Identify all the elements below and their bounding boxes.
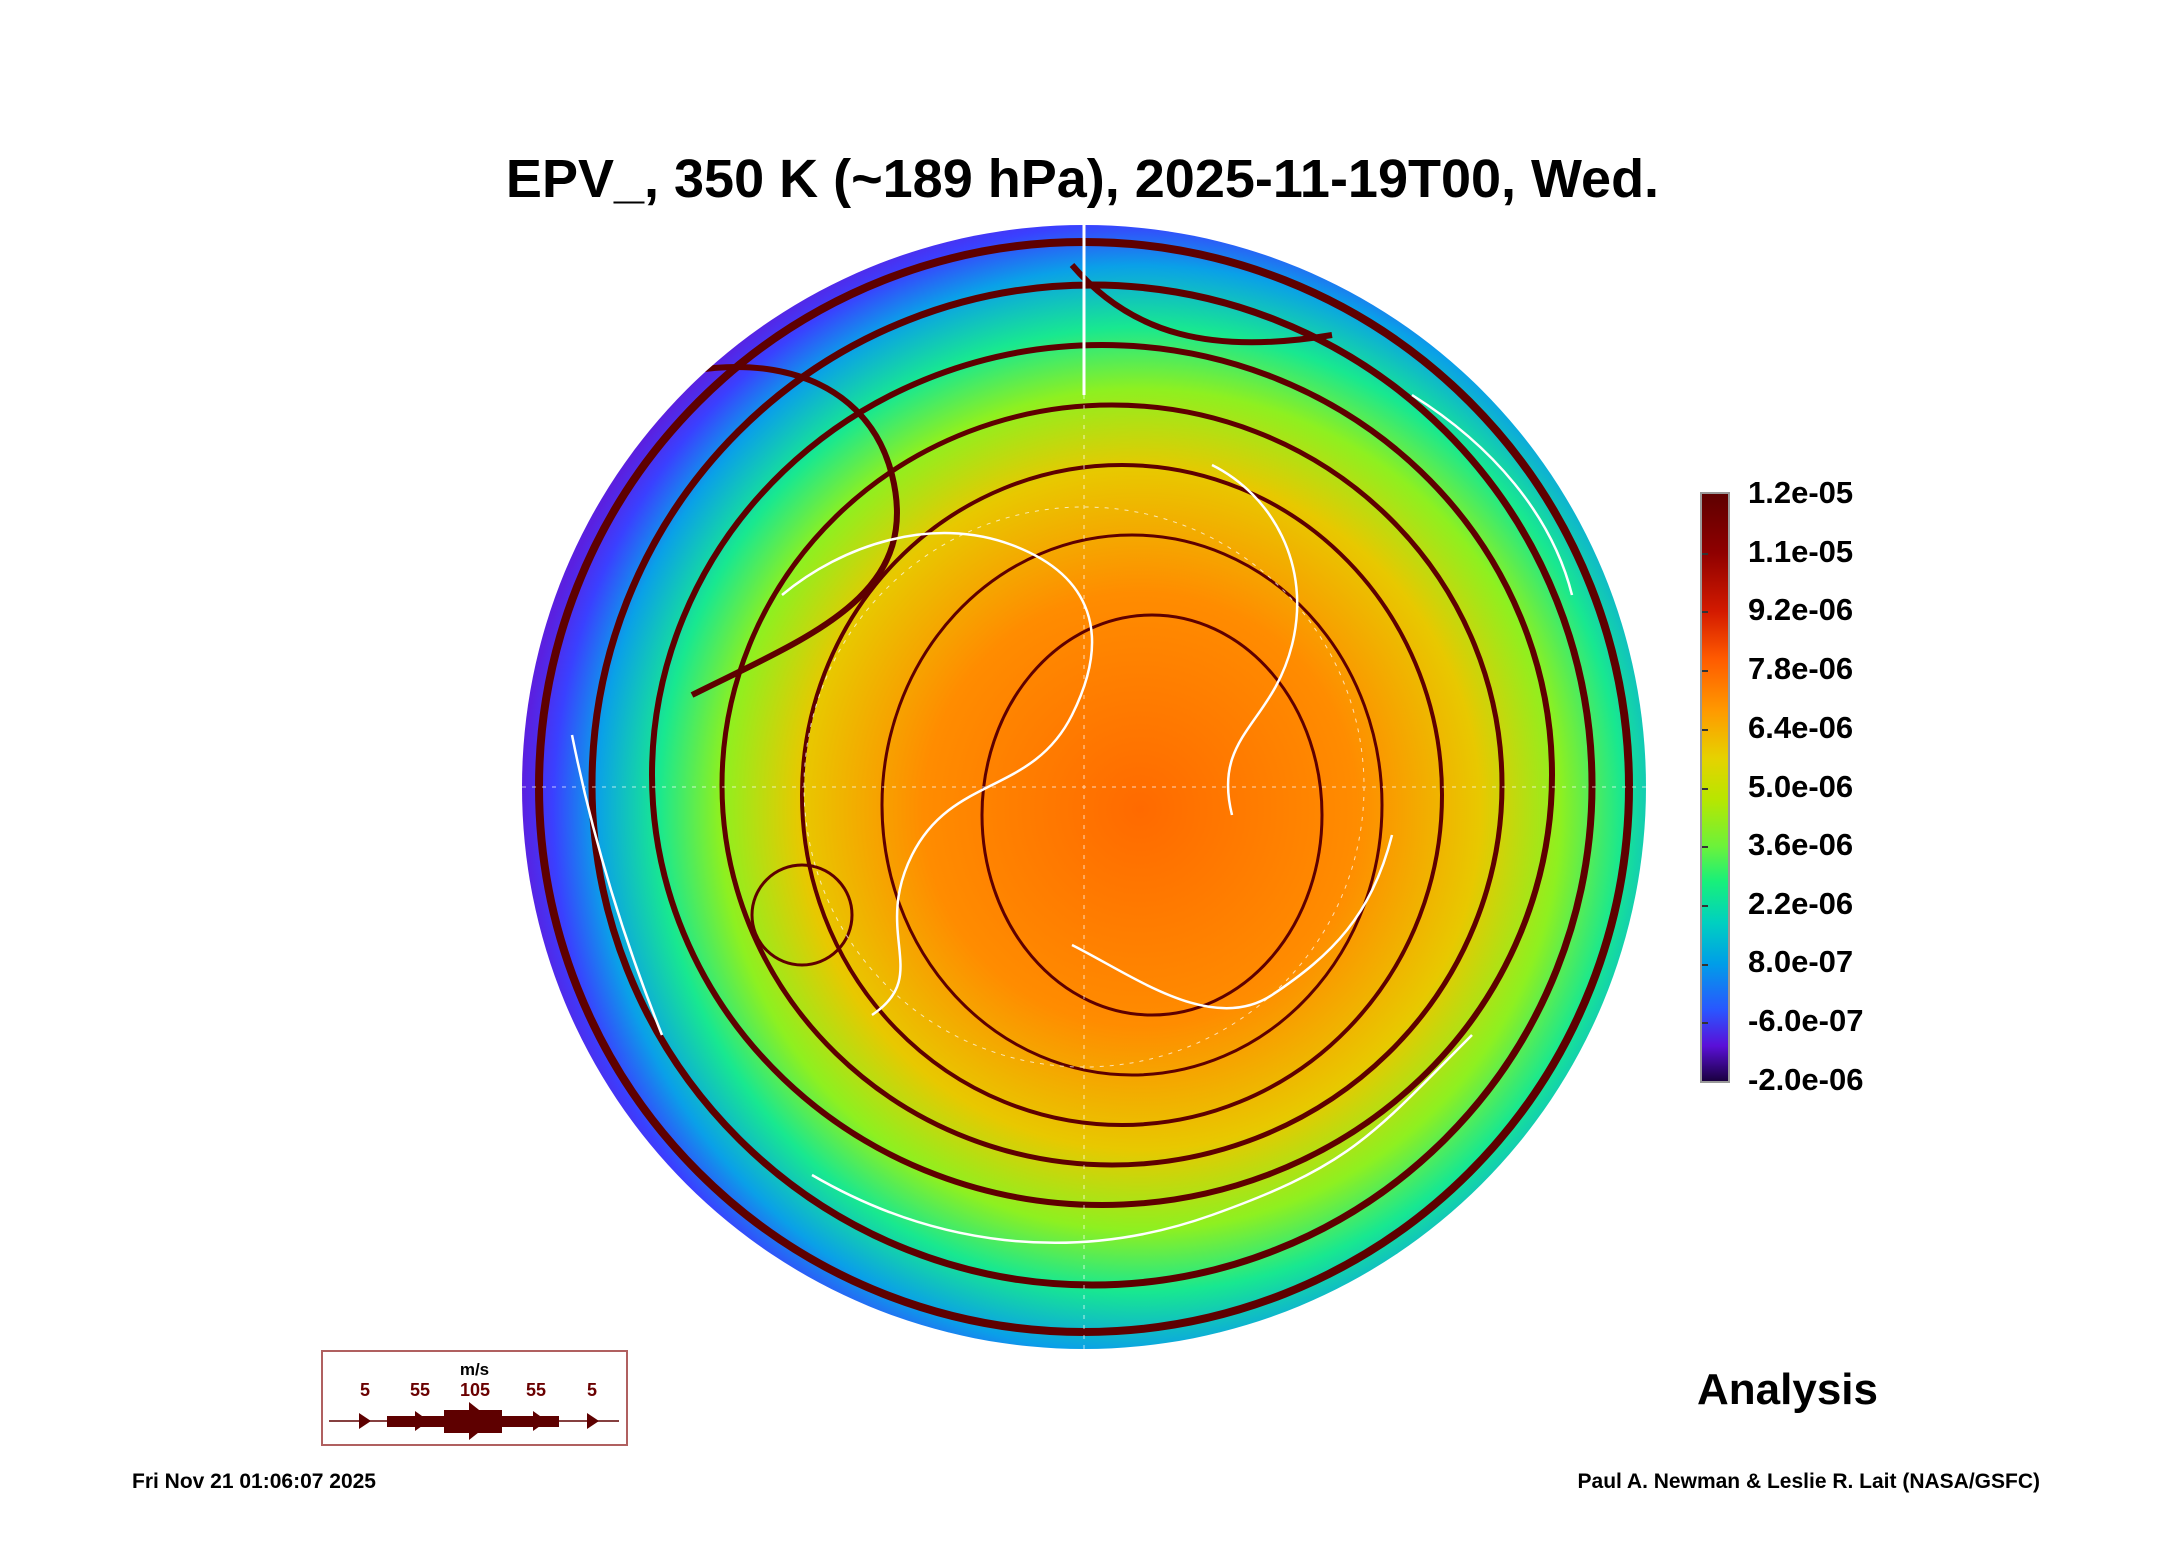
- colorbar-label: -2.0e-06: [1748, 1062, 1864, 1097]
- polar-epv-map: [522, 225, 1646, 1349]
- wind-speed-label: 5: [359, 1380, 371, 1400]
- plot-title: EPV_, 350 K (~189 hPa), 2025-11-19T00, W…: [505, 149, 1660, 209]
- wind-speed-label: 105: [459, 1380, 491, 1400]
- colorbar-label: 8.0e-07: [1748, 944, 1854, 979]
- colorbar-label: -6.0e-07: [1748, 1003, 1864, 1038]
- analysis-label: Analysis: [1697, 1365, 1878, 1414]
- colorbar-label: 6.4e-06: [1748, 710, 1854, 745]
- colorbar-label: 3.6e-06: [1748, 827, 1854, 862]
- graticule: [522, 225, 1646, 1349]
- wind-speed-legend: m/s 5 55 105 55 5: [321, 1350, 628, 1446]
- colorbar-label: 2.2e-06: [1748, 886, 1854, 921]
- wind-unit: m/s: [459, 1360, 490, 1379]
- footer-timestamp: Fri Nov 21 01:06:07 2025: [132, 1470, 376, 1493]
- colorbar-label: 1.2e-05: [1748, 475, 1854, 510]
- wind-speed-label: 5: [586, 1380, 598, 1400]
- colorbar-label: 9.2e-06: [1748, 592, 1854, 627]
- colorbar-label: 7.8e-06: [1748, 651, 1854, 686]
- colorbar: [1700, 492, 1730, 1083]
- coastlines: [570, 393, 1574, 1245]
- wind-speed-label: 55: [409, 1380, 431, 1400]
- wind-arrow-scale: [329, 1402, 619, 1440]
- colorbar-label: 5.0e-06: [1748, 769, 1854, 804]
- colorbar-label: 1.1e-05: [1748, 534, 1854, 569]
- footer-credit: Paul A. Newman & Leslie R. Lait (NASA/GS…: [1577, 1470, 2040, 1493]
- wind-speed-label: 55: [525, 1380, 547, 1400]
